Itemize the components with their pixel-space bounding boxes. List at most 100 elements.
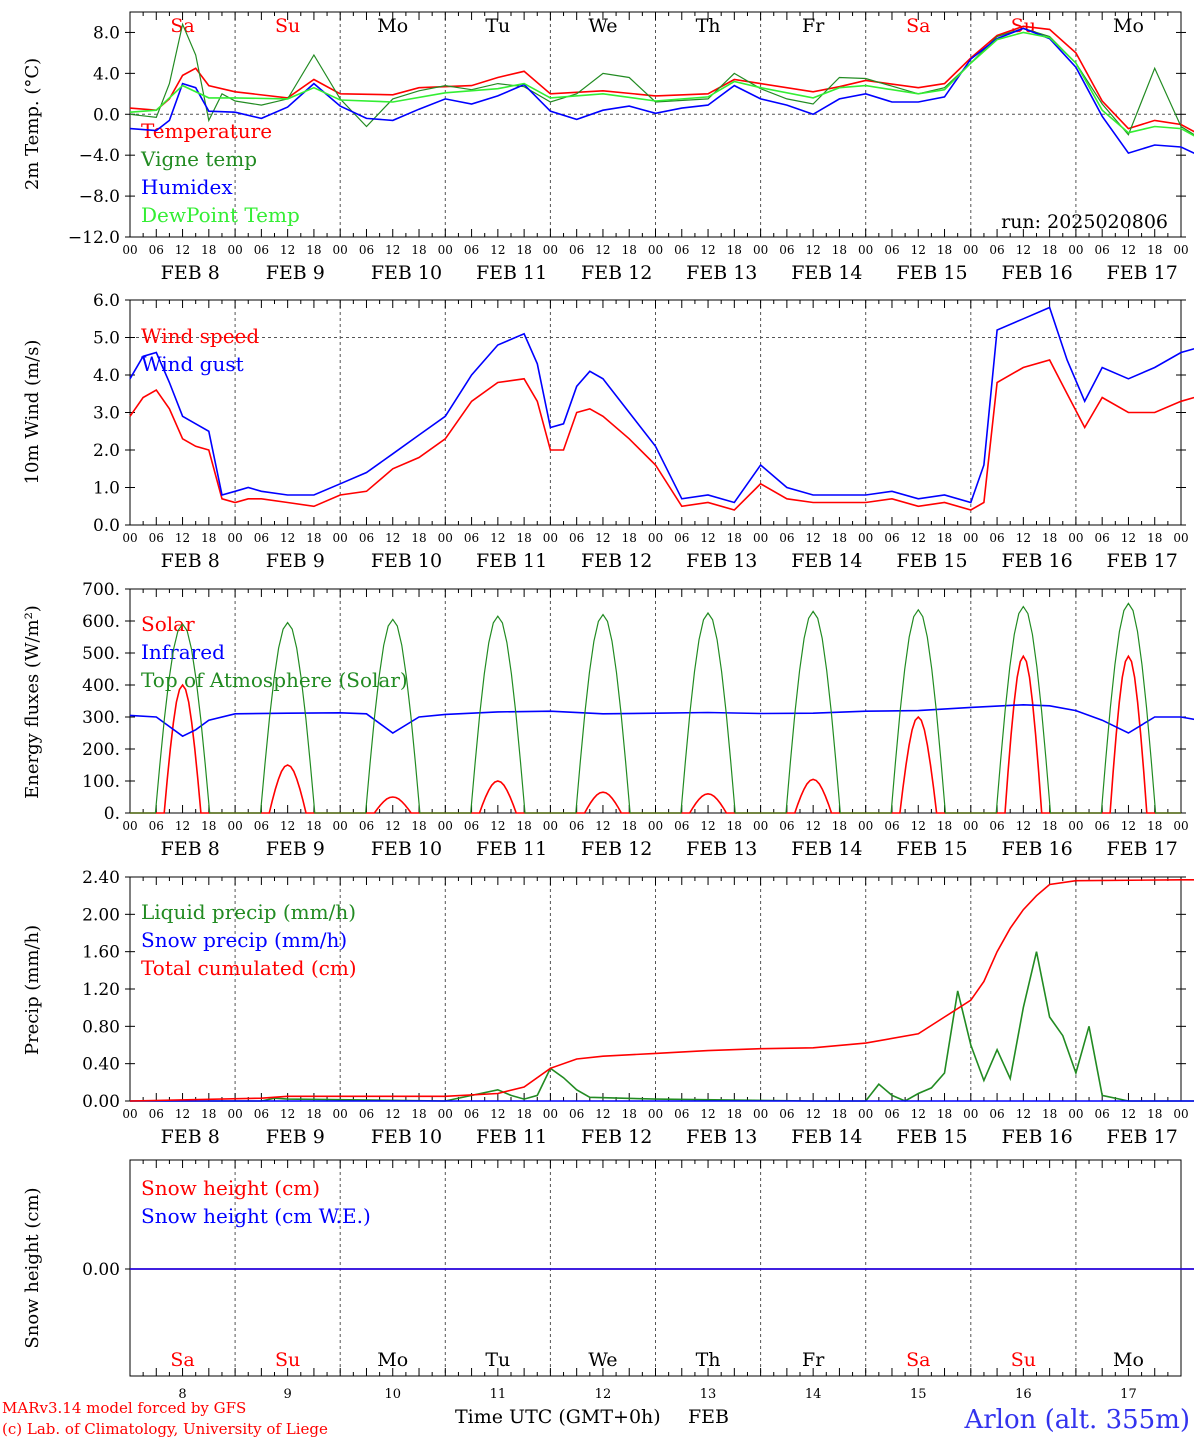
hour-tick-label: 00 — [227, 819, 242, 833]
date-label: FEB 16 — [1001, 262, 1072, 284]
hour-tick-label: 12 — [1016, 243, 1031, 257]
hour-tick-label: 12 — [1016, 531, 1031, 545]
hour-tick-label: 00 — [122, 819, 137, 833]
hour-tick-label: 12 — [490, 531, 505, 545]
hour-tick-label: 12 — [806, 531, 821, 545]
y-tick-label: 400. — [82, 676, 120, 696]
date-label: FEB 10 — [371, 1126, 442, 1148]
hour-tick-label: 18 — [832, 1107, 847, 1121]
hour-tick-label: 12 — [385, 1107, 400, 1121]
date-label: FEB 15 — [896, 1126, 967, 1148]
y-tick-label: 3.0 — [93, 404, 120, 424]
day-of-week: Su — [275, 1349, 300, 1371]
series-line-vigne-temp — [129, 22, 1194, 136]
hour-tick-label: 06 — [674, 1107, 689, 1121]
station-name: Arlon (alt. 355m) — [963, 1405, 1190, 1435]
hour-tick-label: 18 — [727, 819, 742, 833]
hour-tick-label: 00 — [438, 1107, 453, 1121]
series-line-dewpoint-temp — [129, 31, 1194, 137]
date-number: 10 — [384, 1387, 401, 1402]
y-axis-label: Energy fluxes (W/m²) — [22, 605, 43, 799]
hour-tick-label: 12 — [700, 531, 715, 545]
hour-tick-label: 06 — [254, 1107, 269, 1121]
hour-tick-label: 18 — [1042, 819, 1057, 833]
hour-tick-label: 06 — [149, 243, 164, 257]
hour-tick-label: 06 — [989, 819, 1004, 833]
y-tick-label: 5.0 — [93, 329, 120, 349]
hour-tick-label: 18 — [937, 243, 952, 257]
energy-flux-panel: 0. 100. 200. 300. 400. 500. 600. 700. Energy flu… — [22, 580, 1194, 860]
date-number: 13 — [700, 1387, 717, 1402]
hour-tick-label: 18 — [832, 819, 847, 833]
hour-tick-label: 18 — [201, 819, 216, 833]
hour-tick-label: 06 — [779, 1107, 794, 1121]
hour-tick-label: 18 — [832, 531, 847, 545]
hour-tick-label: 18 — [516, 243, 531, 257]
hour-tick-label: 00 — [648, 1107, 663, 1121]
day-of-week: Th — [696, 1349, 721, 1371]
y-tick-label: 500. — [82, 644, 120, 664]
date-label: FEB 12 — [581, 838, 652, 860]
legend-entry: Solar — [141, 612, 195, 636]
hour-tick-label: 00 — [543, 819, 558, 833]
date-label: FEB 16 — [1001, 838, 1072, 860]
hour-tick-label: 00 — [1173, 243, 1188, 257]
y-axis-label: Precip (mm/h) — [22, 925, 43, 1055]
hour-tick-label: 06 — [149, 1107, 164, 1121]
day-of-week: Th — [696, 15, 721, 37]
date-label: FEB 12 — [581, 1126, 652, 1148]
legend-entry: Infrared — [141, 640, 225, 664]
lab-credit: (c) Lab. of Climatology, University of L… — [2, 1420, 328, 1438]
date-label: FEB 15 — [896, 550, 967, 572]
hour-tick-label: 12 — [490, 1107, 505, 1121]
legend-entry: Snow height (cm W.E.) — [141, 1204, 371, 1228]
date-label: FEB 17 — [1107, 262, 1178, 284]
date-label: FEB 11 — [476, 550, 547, 572]
y-tick-label: 200. — [82, 740, 120, 760]
hour-tick-label: 00 — [227, 243, 242, 257]
hour-tick-label: 12 — [700, 243, 715, 257]
day-of-week: Mo — [1113, 15, 1144, 37]
hour-tick-label: 06 — [569, 1107, 584, 1121]
hour-tick-label: 06 — [884, 243, 899, 257]
date-label: FEB 15 — [896, 262, 967, 284]
series-line-wind-speed — [129, 359, 1194, 511]
hour-tick-label: 00 — [963, 1107, 978, 1121]
date-number: 16 — [1015, 1387, 1032, 1402]
hour-tick-label: 12 — [175, 819, 190, 833]
hour-tick-label: 00 — [1173, 531, 1188, 545]
hour-tick-label: 06 — [674, 243, 689, 257]
hour-tick-label: 00 — [753, 243, 768, 257]
legend-entry: Top of Atmosphere (Solar) — [141, 668, 408, 692]
hour-tick-label: 12 — [175, 243, 190, 257]
hour-tick-label: 06 — [779, 819, 794, 833]
hour-tick-label: 18 — [516, 531, 531, 545]
date-label: FEB 10 — [371, 262, 442, 284]
hour-tick-label: 18 — [201, 243, 216, 257]
hour-tick-label: 12 — [1016, 819, 1031, 833]
hour-tick-label: 12 — [385, 819, 400, 833]
hour-tick-label: 00 — [858, 819, 873, 833]
day-of-week: Sa — [906, 15, 930, 37]
hour-tick-label: 00 — [543, 531, 558, 545]
hour-tick-label: 18 — [1042, 1107, 1057, 1121]
hour-tick-label: 06 — [359, 1107, 374, 1121]
hour-tick-label: 18 — [1042, 531, 1057, 545]
legend-entry: Snow precip (mm/h) — [141, 928, 347, 952]
date-label: FEB 16 — [1001, 550, 1072, 572]
hour-tick-label: 00 — [333, 819, 348, 833]
date-label: FEB 9 — [266, 838, 325, 860]
date-number: 17 — [1120, 1387, 1137, 1402]
hour-tick-label: 18 — [411, 243, 426, 257]
hour-tick-label: 00 — [1068, 1107, 1083, 1121]
date-label: FEB 17 — [1107, 1126, 1178, 1148]
hour-tick-label: 06 — [464, 819, 479, 833]
hour-tick-label: 00 — [753, 819, 768, 833]
hour-tick-label: 06 — [674, 531, 689, 545]
date-label: FEB 15 — [896, 838, 967, 860]
legend-entry: Liquid precip (mm/h) — [141, 900, 356, 924]
day-of-week: Fr — [802, 15, 825, 37]
y-tick-label: 100. — [82, 772, 120, 792]
series-line-total-cumulated-cm- — [129, 878, 1194, 1102]
time-axis-title: Time UTC (GMT+0h) — [455, 1406, 661, 1428]
